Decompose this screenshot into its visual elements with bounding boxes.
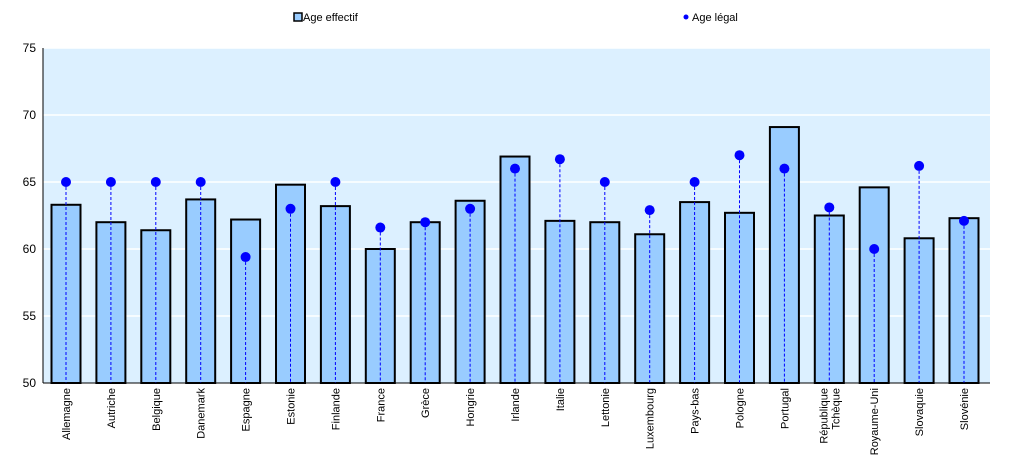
- point-age-legal-17: [824, 202, 835, 213]
- point-age-legal-7: [375, 222, 386, 233]
- legend-marker-age-legal: [683, 14, 689, 20]
- x-tick-label-text: Allemagne: [61, 388, 73, 440]
- point-age-legal-0: [61, 177, 71, 187]
- x-tick-label-text: Slovénie: [959, 388, 971, 430]
- x-tick-label: Slovaquie: [914, 388, 926, 436]
- legend: Age effectif Age légal: [293, 12, 738, 24]
- x-tick-label-text: Espagne: [241, 388, 253, 431]
- x-tick-label: Grèce: [420, 388, 432, 418]
- x-tick-label: Belgique: [151, 388, 163, 431]
- y-tick-label: 55: [23, 309, 37, 323]
- x-tick-label-text: Danemark: [196, 388, 208, 439]
- point-age-legal-11: [554, 154, 565, 165]
- x-tick-label-text: France: [375, 388, 387, 422]
- x-tick-label: Hongrie: [465, 388, 477, 427]
- x-tick-label-text: RépubliqueTchèque: [818, 388, 842, 444]
- bar-age-effectif-3: [185, 198, 217, 384]
- point-age-legal-12: [599, 177, 610, 187]
- x-tick-label-text: Hongrie: [465, 388, 477, 427]
- point-age-legal-2: [150, 177, 161, 187]
- x-tick-label: Estonie: [286, 388, 298, 425]
- x-tick-label-text: Pays-bas: [690, 388, 702, 434]
- x-tick-label-text: Portugal: [779, 388, 791, 429]
- x-tick-label: Slovénie: [959, 388, 971, 430]
- x-axis-labels: Allemagne Autriche Belgique Danemark Espagne…: [61, 388, 971, 456]
- point-age-legal-15: [734, 150, 745, 161]
- legend-label-age-effectif: Age effectif: [303, 12, 359, 24]
- bar-age-effectif-7: [364, 248, 396, 384]
- x-tick-label-line: République: [818, 388, 830, 444]
- point-age-legal-16: [779, 163, 790, 174]
- x-tick-label-text: Slovaquie: [914, 388, 926, 436]
- x-tick-label-text: Autriche: [106, 388, 118, 428]
- point-age-legal-18: [869, 244, 880, 254]
- y-tick-label: 70: [23, 108, 37, 122]
- x-tick-label: Autriche: [106, 388, 118, 428]
- x-tick-label: Italie: [555, 388, 567, 411]
- x-tick-label: Pays-bas: [690, 388, 702, 434]
- point-age-legal-3: [195, 177, 206, 187]
- x-tick-label: Irlande: [510, 388, 522, 422]
- x-tick-label-text: Luxembourg: [645, 388, 657, 449]
- x-tick-label-text: Italie: [555, 388, 567, 411]
- point-age-legal-8: [420, 217, 431, 228]
- x-tick-label: Portugal: [779, 388, 791, 429]
- x-tick-label-text: Pologne: [735, 388, 747, 428]
- point-age-legal-13: [644, 205, 655, 216]
- point-age-legal-4: [240, 252, 251, 263]
- x-tick-label: Finlande: [330, 388, 342, 430]
- x-tick-label-text: Finlande: [330, 388, 342, 430]
- y-tick-label: 75: [23, 41, 37, 55]
- y-tick-label: 65: [23, 175, 37, 189]
- y-tick-label: 50: [23, 376, 37, 390]
- legend-swatch-age-effectif: [293, 12, 303, 22]
- chart-marks: [50, 126, 980, 384]
- point-age-legal-5: [285, 203, 296, 214]
- x-tick-label: Royaume-Uni: [869, 388, 881, 455]
- x-tick-label: Danemark: [196, 388, 208, 439]
- bar-age-effectif-13: [634, 233, 666, 384]
- point-age-legal-1: [105, 177, 116, 187]
- x-tick-label-text: Grèce: [420, 388, 432, 418]
- x-tick-label-line: Tchèque: [830, 388, 842, 430]
- point-age-legal-10: [510, 163, 520, 174]
- x-tick-label: France: [375, 388, 387, 422]
- legend-label-age-legal: Age légal: [692, 12, 738, 24]
- x-tick-label: Luxembourg: [645, 388, 657, 449]
- x-tick-label-text: Estonie: [286, 388, 298, 425]
- point-age-legal-6: [330, 177, 341, 187]
- x-tick-label-text: Belgique: [151, 388, 163, 431]
- point-age-legal-14: [689, 177, 700, 187]
- x-tick-label: RépubliqueTchèque: [818, 388, 842, 444]
- point-age-legal-19: [914, 160, 925, 171]
- x-tick-label: Espagne: [241, 388, 253, 431]
- x-tick-label-text: Royaume-Uni: [869, 388, 881, 455]
- x-tick-label: Allemagne: [61, 388, 73, 440]
- x-tick-label: Pologne: [735, 388, 747, 428]
- x-tick-label-text: Irlande: [510, 388, 522, 422]
- y-tick-label: 60: [23, 242, 37, 256]
- point-age-legal-9: [465, 203, 476, 214]
- x-tick-label-text: Lettonie: [600, 388, 612, 427]
- x-tick-label: Lettonie: [600, 388, 612, 427]
- y-axis-ticks: 50 55 60 65 70 75: [23, 41, 37, 390]
- point-age-legal-20: [959, 215, 969, 226]
